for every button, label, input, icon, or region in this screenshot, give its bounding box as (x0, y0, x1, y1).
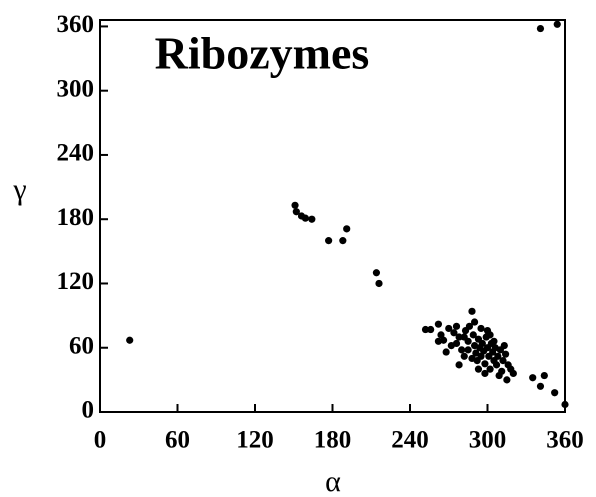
x-tick-label: 0 (94, 427, 107, 454)
point (421, 325, 430, 334)
point (477, 324, 485, 333)
point (325, 237, 333, 245)
point (375, 279, 383, 288)
point (472, 349, 480, 357)
point (495, 371, 503, 380)
point (464, 346, 472, 354)
point (509, 369, 517, 378)
point (474, 365, 483, 373)
point (481, 369, 489, 378)
point (486, 331, 494, 339)
point (465, 322, 474, 330)
x-tick-label: 60 (165, 427, 190, 454)
point (445, 324, 453, 333)
y-tick-label: 60 (69, 332, 94, 359)
x-tick-label: 360 (546, 427, 584, 454)
y-tick-label: 120 (57, 268, 95, 295)
point (481, 360, 489, 368)
point (561, 400, 569, 409)
point (469, 331, 477, 339)
chart-title: Ribozymes (155, 28, 370, 79)
x-axis-label: α (325, 465, 341, 497)
y-tick-label: 300 (57, 75, 95, 102)
point (529, 374, 537, 382)
x-tick-label: 240 (391, 427, 429, 454)
point (494, 352, 502, 360)
point (460, 352, 468, 360)
point (291, 201, 299, 209)
point (490, 337, 498, 345)
point (455, 333, 463, 341)
y-axis-label: γ (12, 173, 26, 206)
y-tick-label: 180 (57, 204, 95, 231)
point (339, 237, 347, 245)
point (553, 20, 561, 28)
y-tick-label: 240 (57, 140, 95, 167)
point (455, 361, 463, 369)
point (492, 361, 501, 369)
x-tick-label: 180 (314, 427, 352, 454)
point (460, 333, 468, 341)
point (478, 339, 486, 348)
point (470, 318, 479, 326)
point (452, 322, 461, 330)
point (450, 329, 458, 337)
point (427, 325, 435, 334)
point (442, 348, 450, 356)
x-tick-label: 300 (469, 427, 507, 454)
point (437, 331, 445, 339)
point (499, 356, 507, 365)
point (434, 320, 443, 328)
point (477, 352, 485, 360)
y-tick-label: 0 (82, 397, 95, 424)
point (301, 214, 309, 222)
point (343, 225, 351, 233)
point (292, 208, 300, 216)
point (540, 371, 548, 380)
y-tick-label: 360 (57, 11, 95, 38)
point (500, 341, 508, 350)
point (501, 350, 510, 358)
point (536, 24, 545, 33)
point (468, 354, 476, 363)
point (468, 307, 476, 315)
x-tick-label: 120 (236, 427, 274, 454)
point (486, 365, 494, 373)
point (434, 337, 443, 345)
point (452, 339, 461, 348)
point (126, 336, 134, 344)
point (372, 269, 381, 277)
point (458, 346, 466, 354)
point (551, 389, 559, 397)
point (308, 215, 316, 223)
point (536, 382, 545, 390)
point (503, 376, 511, 384)
